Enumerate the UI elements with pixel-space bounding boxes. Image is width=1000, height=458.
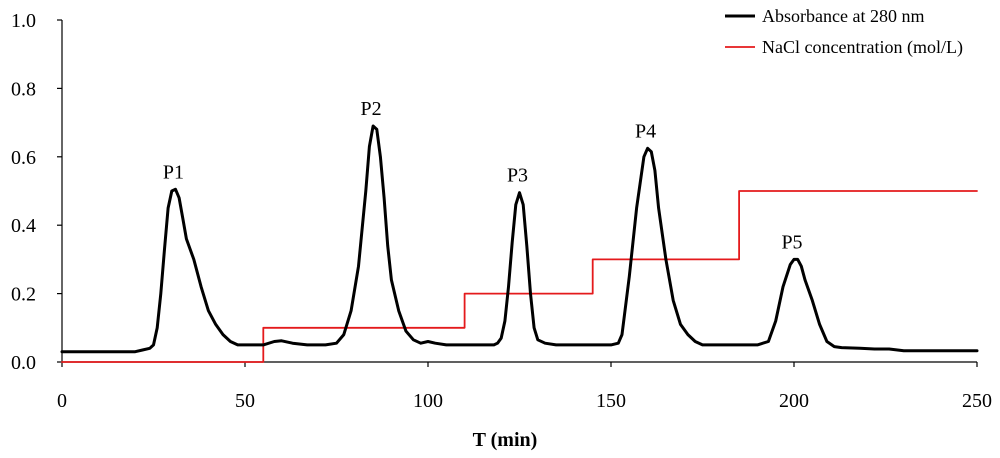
x-tick-label: 250: [962, 390, 992, 412]
y-tick-label: 0.8: [11, 78, 36, 100]
y-tick-label: 0.4: [11, 215, 36, 237]
series-layer: [60, 124, 979, 363]
x-tick-label: 200: [779, 390, 809, 412]
y-tick-label: 1.0: [11, 10, 36, 32]
y-tick-label: 0.0: [11, 352, 36, 374]
peak-label-p1: P1: [163, 161, 184, 183]
y-tick-label: 0.2: [11, 284, 36, 306]
x-tick-label: 0: [57, 390, 67, 412]
x-axis-title: T (min): [473, 429, 538, 451]
axes: 0.0 0.2 0.4 0.6 0.8 1.0 0 50 100 150 200 250: [11, 10, 992, 412]
x-tick-label: 50: [235, 390, 255, 412]
legend-label-absorbance: Absorbance at 280 nm: [762, 6, 924, 26]
x-tick-label: 150: [596, 390, 626, 412]
peak-label-p5: P5: [781, 231, 802, 253]
peak-annotations: P1 P2 P3 P4 P5: [163, 98, 803, 253]
peak-label-p2: P2: [361, 98, 382, 120]
peak-label-p3: P3: [507, 165, 528, 187]
x-tick-label: 100: [413, 390, 443, 412]
legend-label-nacl: NaCl concentration (mol/L): [762, 37, 963, 58]
absorbance-series-line: [60, 124, 979, 354]
y-tick-label: 0.6: [11, 147, 36, 169]
peak-label-p4: P4: [635, 120, 656, 142]
legend: Absorbance at 280 nm NaCl concentration (…: [725, 6, 963, 58]
